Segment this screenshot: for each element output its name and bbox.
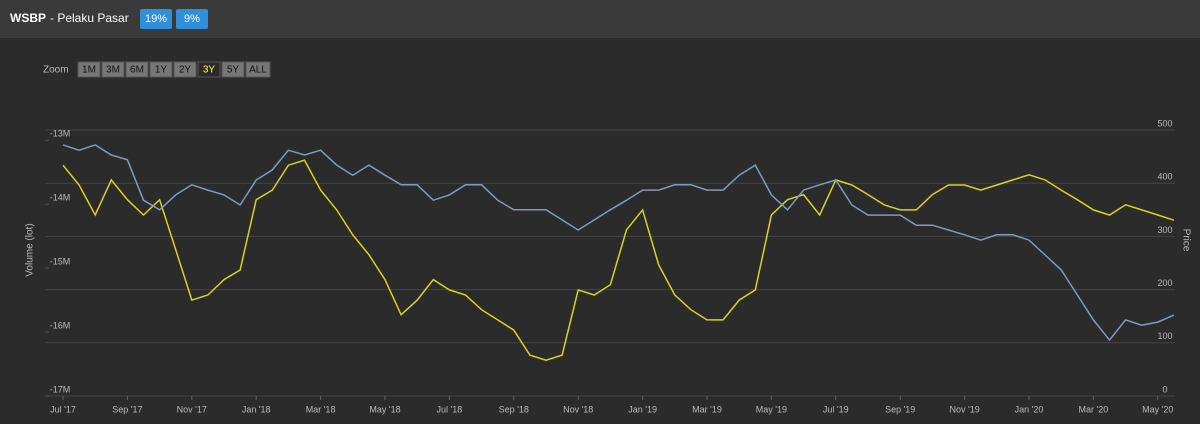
x-tick-label: Jul '19 [823,404,849,414]
y-axis-title: Volume (lot) [25,223,36,276]
header-title: WSBP [10,11,46,25]
zoom-button-label[interactable]: 3M [106,65,120,76]
badge-label: 19% [145,13,167,25]
y2-tick-label: 200 [1157,278,1172,288]
zoom-label: Zoom [43,65,69,76]
x-tick-label: Jan '18 [242,404,271,414]
zoom-button[interactable] [125,61,149,78]
x-tick-label: May '18 [369,404,400,414]
x-tick-label: Mar '20 [1079,404,1109,414]
zoom-button-label[interactable]: 1M [82,65,96,76]
zoom-button-label[interactable]: 2Y [179,65,192,76]
x-tick-label: Nov '18 [563,404,593,414]
x-tick-label: Sep '17 [112,404,142,414]
series-line [62,144,1175,342]
badges: 19% 9% [140,9,208,29]
y2-tick-label: 300 [1157,225,1172,235]
x-tick-label: Jan '19 [628,404,657,414]
x-tick-label: Jan '20 [1015,404,1044,414]
x-tick-label: Sep '18 [499,404,529,414]
y-tick-label: -17M [50,384,71,394]
header-subtitle: - Pelaku Pasar [50,11,129,25]
x-tick-label: Nov '17 [177,404,207,414]
x-tick-label: Mar '19 [692,404,722,414]
zoom-button[interactable] [101,61,125,78]
y2-tick-label: 500 [1157,118,1172,128]
zoom-button-label[interactable]: ALL [249,65,267,76]
x-tick-label: Jul '18 [437,404,463,414]
y-tick-label: -13M [50,129,71,139]
badge [176,9,208,29]
zoom-button[interactable] [221,61,245,78]
x-tick-label: Jul '17 [50,404,76,414]
x-tick-label: May '19 [756,404,787,414]
header: WSBP - Pelaku Pasar [10,11,129,25]
zoom-button-label[interactable]: 3Y [203,65,216,76]
zoom-button[interactable] [197,61,221,78]
zoom-button-label[interactable]: 5Y [227,65,240,76]
y-tick-label: -16M [50,320,71,330]
series-line [62,159,1175,361]
zoom-button-label[interactable]: 1Y [155,65,168,76]
zoom-bar: Zoom 1M 3M 6M 1Y 2Y 3Y 5Y ALL [43,61,271,78]
y-tick-label: -15M [50,256,71,266]
zoom-button-label[interactable]: 6M [130,65,144,76]
y2-tick-label: 100 [1157,331,1172,341]
zoom-button[interactable] [245,61,271,78]
y2-tick-label: 0 [1162,384,1167,394]
zoom-button[interactable] [77,61,101,78]
y2-tick-label: 400 [1157,172,1172,182]
zoom-button[interactable] [173,61,197,78]
x-tick-label: Mar '18 [306,404,336,414]
badge-label: 9% [184,13,200,25]
x-tick-label: May '20 [1142,404,1173,414]
x-tick-label: Sep '19 [885,404,915,414]
x-tick-label: Nov '19 [949,404,979,414]
y-tick-label: -14M [50,193,71,203]
badge [140,9,172,29]
y2-axis-title: Price [1180,229,1191,252]
zoom-button[interactable] [149,61,173,78]
